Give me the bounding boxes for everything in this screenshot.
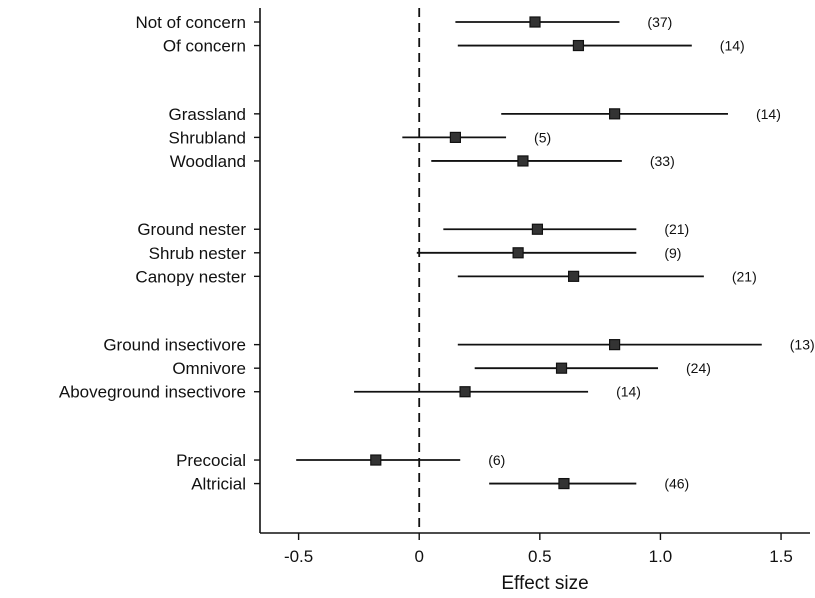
category-label: Of concern: [163, 37, 246, 56]
point-estimate: [555, 362, 568, 374]
plot-area: [259, 8, 810, 534]
table-row: Ground nester (21): [137, 220, 689, 239]
category-label: Not of concern: [135, 13, 246, 32]
row-group: Grassland (14) Shrubland (5) Woodland (33): [168, 105, 780, 171]
sample-size-label: (14): [756, 106, 781, 122]
table-row: Aboveground insectivore (14): [59, 383, 641, 402]
table-row: Ground insectivore (13): [103, 336, 814, 355]
table-row: Omnivore (24): [172, 359, 711, 378]
x-tick-label: 1.0: [649, 547, 673, 566]
table-row: Precocial (6): [176, 451, 505, 470]
sample-size-label: (6): [488, 452, 505, 468]
sample-size-label: (13): [790, 337, 815, 353]
category-label: Aboveground insectivore: [59, 383, 246, 402]
sample-size-label: (33): [650, 153, 675, 169]
row-group: Not of concern (37) Of concern (14): [135, 13, 744, 56]
table-row: Altricial (46): [191, 475, 689, 494]
category-label: Grassland: [169, 105, 246, 124]
sample-size-label: (21): [664, 221, 689, 237]
sample-size-label: (14): [720, 38, 745, 54]
point-estimate: [517, 155, 529, 167]
point-estimate: [531, 223, 544, 235]
x-axis-title: Effect size: [501, 573, 588, 594]
category-label: Woodland: [170, 152, 246, 171]
point-estimate: [609, 108, 621, 120]
category-label: Precocial: [176, 451, 246, 470]
category-label: Shrubland: [168, 128, 246, 147]
row-group: Ground nester (21) Shrub nester (9) Canopy n…: [135, 220, 756, 286]
category-label: Ground nester: [137, 220, 246, 239]
row-group: Ground insectivore (13) Omnivore (24) Aboveg…: [59, 336, 815, 402]
x-tick-label: 0.5: [528, 547, 552, 566]
point-estimate: [572, 39, 585, 52]
point-estimate: [529, 16, 541, 28]
sample-size-label: (5): [534, 129, 551, 145]
category-label: Canopy nester: [135, 267, 246, 286]
point-estimate: [459, 386, 471, 398]
point-estimate: [558, 477, 570, 490]
category-label: Altricial: [191, 475, 246, 494]
x-axis: -0.5 0 0.5 1.0 1.5: [284, 533, 793, 566]
sample-size-label: (24): [686, 360, 711, 376]
point-estimate: [567, 270, 580, 282]
point-estimate: [512, 247, 524, 259]
table-row: Canopy nester (21): [135, 267, 756, 286]
row-group: Precocial (6) Altricial (46): [176, 451, 689, 494]
table-row: Shrubland (5): [168, 128, 551, 147]
sample-size-label: (46): [664, 476, 689, 492]
rows-layer: Not of concern (37)Of concern (14)Grasslan…: [59, 13, 815, 494]
category-label: Ground insectivore: [103, 336, 246, 355]
point-estimate: [449, 131, 461, 143]
x-tick-label: 0: [414, 547, 423, 566]
sample-size-label: (9): [664, 245, 681, 261]
table-row: Woodland (33): [170, 152, 675, 171]
table-row: Shrub nester (9): [149, 244, 682, 263]
sample-size-label: (21): [732, 268, 757, 284]
sample-size-label: (37): [647, 14, 672, 30]
sample-size-label: (14): [616, 384, 641, 400]
category-label: Omnivore: [172, 359, 246, 378]
table-row: Grassland (14): [169, 105, 781, 124]
x-tick-label: -0.5: [284, 547, 313, 566]
point-estimate: [609, 339, 621, 351]
x-tick-label: 1.5: [769, 547, 793, 566]
table-row: Of concern (14): [163, 37, 745, 56]
category-label: Shrub nester: [149, 244, 247, 263]
table-row: Not of concern (37): [135, 13, 672, 32]
point-estimate: [370, 454, 382, 466]
